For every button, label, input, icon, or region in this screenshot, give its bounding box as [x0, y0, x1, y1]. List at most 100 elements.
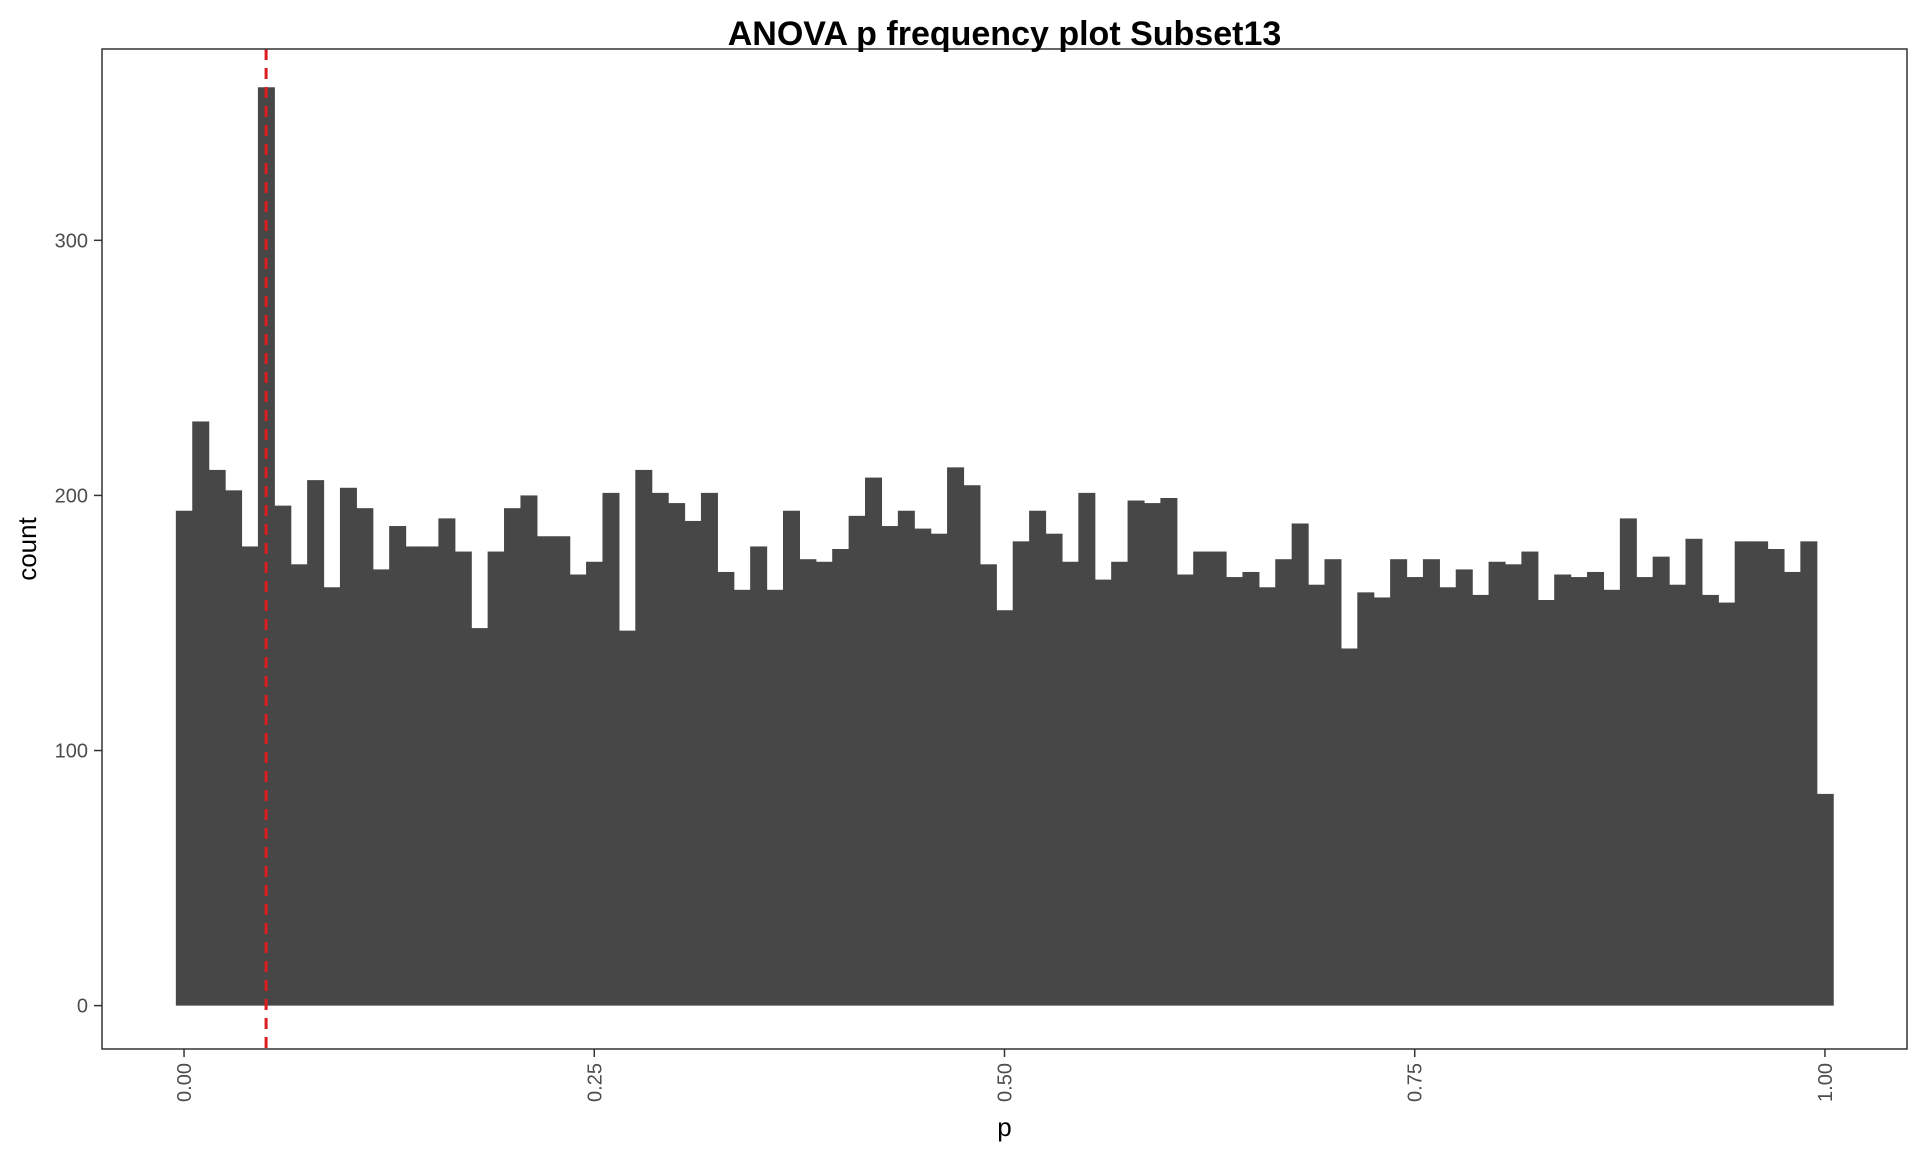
bars-layer [175, 87, 1834, 1006]
histogram-bar [520, 495, 538, 1006]
histogram-bar [1783, 571, 1801, 1006]
histogram-bar [1390, 559, 1408, 1006]
histogram-bar [750, 546, 768, 1006]
histogram-bar [602, 492, 620, 1006]
histogram-bar [405, 546, 423, 1006]
histogram-bar [536, 536, 554, 1006]
y-tick-label: 200 [55, 485, 88, 507]
histogram-bar [1045, 533, 1063, 1006]
histogram-bar [914, 528, 932, 1006]
chart-title: ANOVA p frequency plot Subset13 [728, 15, 1282, 53]
histogram-bar [1209, 551, 1227, 1006]
histogram-bar [1143, 503, 1161, 1006]
histogram-bar [930, 533, 948, 1006]
histogram-bar [635, 469, 653, 1006]
histogram-bar [1340, 648, 1358, 1006]
histogram-bar [1800, 541, 1818, 1006]
histogram-bar [471, 628, 489, 1006]
histogram-bar [1291, 523, 1309, 1006]
histogram-bar [1537, 600, 1555, 1006]
histogram-bar [1422, 559, 1440, 1006]
histogram-bar [848, 515, 866, 1006]
histogram-bar [1570, 577, 1588, 1006]
histogram-bar [1012, 541, 1030, 1006]
histogram-bar [1373, 597, 1391, 1006]
histogram-bar [1357, 592, 1375, 1006]
histogram-bar [1160, 497, 1178, 1006]
x-axis: 0.00 0.25 0.50 0.75 1.00 [174, 1049, 1837, 1102]
histogram-bar [438, 518, 456, 1006]
histogram-bar [1094, 579, 1112, 1006]
histogram-bar [1652, 556, 1670, 1006]
histogram-bar [1554, 574, 1572, 1006]
histogram-bar [356, 508, 374, 1006]
histogram-bar [569, 574, 587, 1006]
histogram-bar [1816, 793, 1834, 1006]
histogram-bar [1242, 571, 1260, 1006]
histogram-bar [1258, 587, 1276, 1006]
histogram-bar [1685, 538, 1703, 1006]
histogram-bar [618, 630, 636, 1006]
histogram-bar [782, 510, 800, 1006]
histogram-bar [553, 536, 571, 1006]
histogram-bar [1669, 584, 1687, 1006]
histogram-bar [339, 487, 357, 1006]
histogram-bar [1636, 577, 1654, 1006]
histogram-bar [979, 564, 997, 1006]
histogram-bar [1078, 492, 1096, 1006]
histogram-bar [1734, 541, 1752, 1006]
histogram-bar [225, 490, 243, 1006]
x-axis-title: p [997, 1112, 1011, 1142]
histogram-bar [881, 526, 899, 1006]
x-tick-label: 0.75 [1405, 1063, 1427, 1102]
histogram-bar [586, 561, 604, 1006]
histogram-bar [700, 492, 718, 1006]
histogram-bar [684, 520, 702, 1006]
histogram-bar [897, 510, 915, 1006]
histogram-bar [192, 421, 210, 1006]
histogram-bar [1751, 541, 1769, 1006]
histogram-bar [651, 492, 669, 1006]
histogram-bar [1275, 559, 1293, 1006]
x-tick-label: 0.00 [174, 1063, 196, 1102]
x-tick-label: 1.00 [1815, 1063, 1837, 1102]
histogram-bar [1603, 589, 1621, 1006]
histogram-bar [1439, 587, 1457, 1006]
histogram-bar [963, 485, 981, 1006]
x-tick-label: 0.25 [584, 1063, 606, 1102]
histogram-bar [389, 526, 407, 1006]
histogram-bar [717, 571, 735, 1006]
histogram-bar [832, 549, 850, 1006]
histogram-bar [865, 477, 883, 1006]
histogram-bar [815, 561, 833, 1006]
histogram-bar [1718, 602, 1736, 1006]
histogram-bar [487, 551, 505, 1006]
histogram-bar [1521, 551, 1539, 1006]
histogram-bar [1701, 594, 1719, 1006]
histogram-bar [323, 587, 341, 1006]
histogram-bar [1226, 577, 1244, 1006]
histogram-bar [454, 551, 472, 1006]
histogram-bar [766, 589, 784, 1006]
histogram-bar [1176, 574, 1194, 1006]
x-tick-label: 0.50 [995, 1063, 1017, 1102]
histogram-bar [1029, 510, 1047, 1006]
histogram-bar [1472, 594, 1490, 1006]
histogram-bar [1111, 561, 1129, 1006]
histogram-bar [241, 546, 259, 1006]
histogram-bar [947, 467, 965, 1006]
histogram-bar [733, 589, 751, 1006]
histogram-bar [668, 503, 686, 1006]
histogram-bar [1308, 584, 1326, 1006]
histogram-bar [274, 505, 292, 1006]
y-axis: 0 100 200 300 [55, 230, 102, 1018]
histogram-bar [175, 510, 193, 1006]
histogram-bar [1504, 564, 1522, 1006]
y-axis-title: count [12, 516, 42, 580]
histogram-bar [1324, 559, 1342, 1006]
histogram-bar [1406, 577, 1424, 1006]
histogram-bar [421, 546, 439, 1006]
y-tick-label: 300 [55, 230, 88, 252]
histogram-bar [1127, 500, 1145, 1006]
